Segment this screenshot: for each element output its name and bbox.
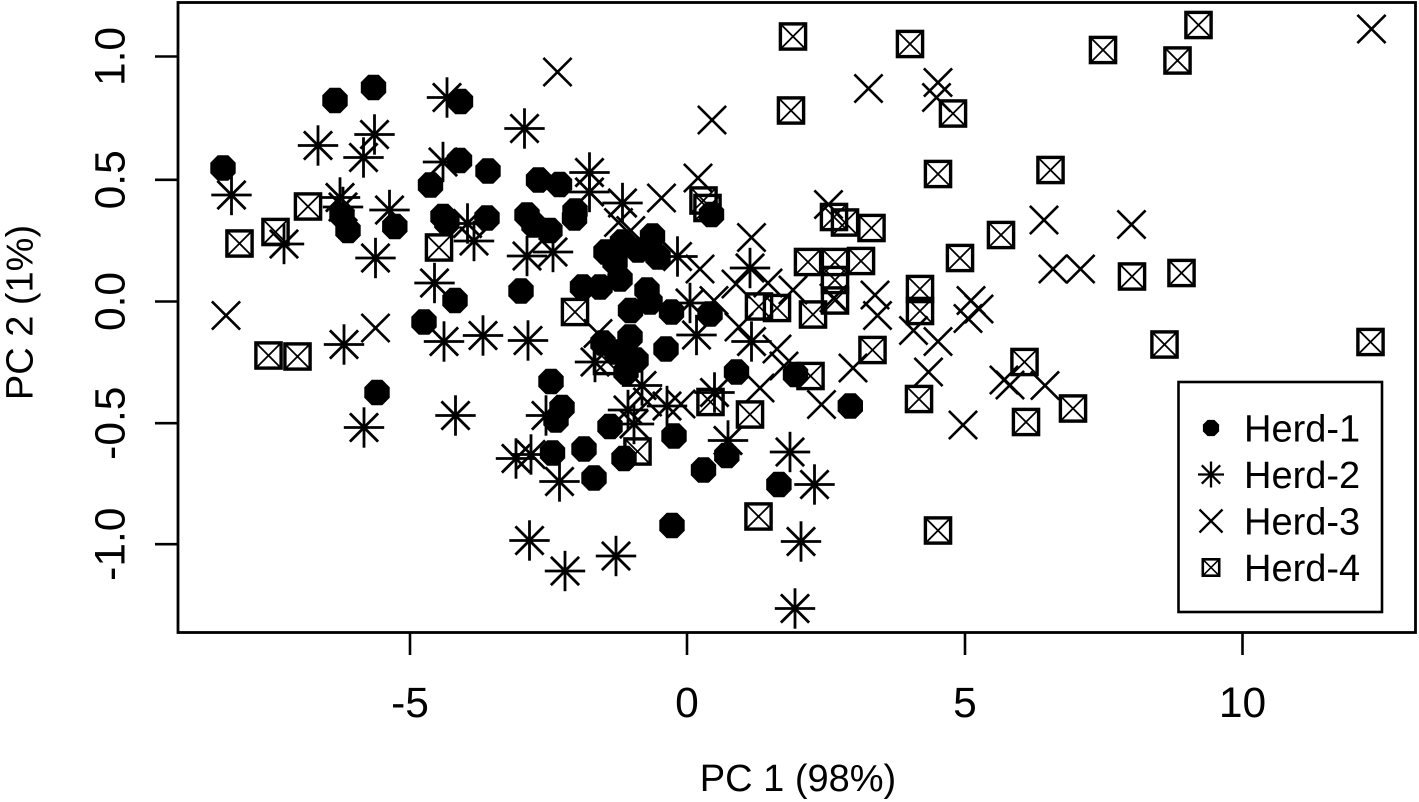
svg-text:PC 1 (98%): PC 1 (98%) [700,758,896,800]
svg-text:Herd-1: Herd-1 [1244,409,1360,451]
svg-text:5: 5 [953,680,977,727]
svg-text:-5: -5 [391,680,429,727]
svg-text:1.0: 1.0 [88,27,135,86]
svg-text:-0.5: -0.5 [88,387,135,460]
svg-text:0.0: 0.0 [88,272,135,331]
svg-text:0: 0 [675,680,699,727]
svg-text:Herd-3: Herd-3 [1244,502,1360,544]
svg-text:-1.0: -1.0 [88,508,135,581]
svg-text:Herd-4: Herd-4 [1244,548,1360,590]
svg-text:10: 10 [1219,680,1266,727]
svg-text:0.5: 0.5 [88,150,135,209]
svg-text:PC 2 (1%): PC 2 (1%) [0,225,42,400]
svg-text:Herd-2: Herd-2 [1244,455,1360,497]
